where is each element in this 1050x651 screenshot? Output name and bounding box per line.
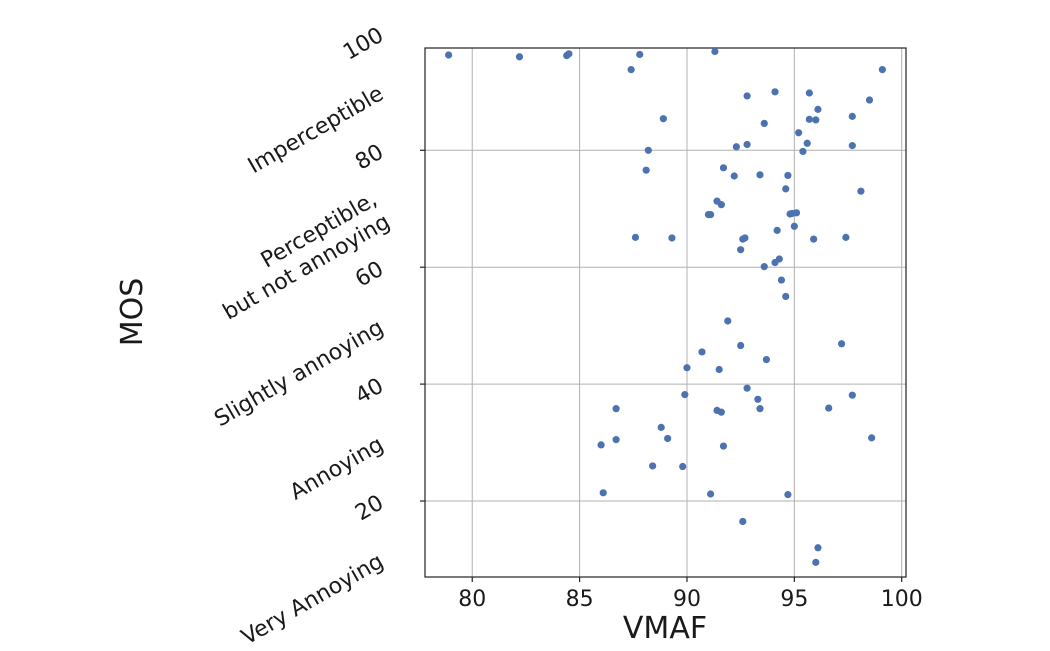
plot-frame — [424, 47, 907, 578]
data-point — [805, 89, 813, 97]
data-point — [612, 436, 620, 444]
data-point — [814, 105, 822, 113]
data-point — [788, 209, 796, 218]
y-tick-label: Slightly annoying — [210, 315, 388, 432]
data-point — [771, 88, 779, 96]
data-point — [706, 490, 715, 498]
data-point — [732, 143, 740, 151]
data-point — [565, 50, 573, 58]
data-point — [737, 246, 745, 254]
x-tick-label: 100 — [881, 587, 923, 612]
data-point — [719, 442, 728, 450]
data-point — [711, 47, 719, 56]
data-point — [642, 166, 650, 174]
y-tick-label: Perceptible,but not annoying — [206, 187, 395, 325]
data-point — [739, 517, 747, 526]
data-point — [698, 348, 706, 356]
y-tick-label: 100 — [339, 23, 388, 66]
data-point — [756, 171, 764, 179]
data-point — [760, 263, 768, 271]
y-tick-label: Very Annoying — [237, 549, 388, 650]
data-point — [762, 355, 771, 364]
data-point — [825, 404, 833, 412]
data-point — [715, 365, 723, 374]
data-point — [771, 258, 779, 267]
y-tick-label: 20 — [351, 491, 388, 527]
data-point — [664, 434, 672, 443]
data-point — [681, 391, 689, 399]
data-point — [754, 395, 762, 403]
data-point — [868, 434, 876, 442]
data-point — [724, 317, 732, 325]
grid-lines — [425, 48, 906, 577]
data-point — [743, 140, 751, 149]
data-point — [848, 112, 856, 120]
data-point — [706, 210, 715, 219]
data-point — [515, 53, 524, 61]
data-point — [644, 146, 652, 154]
data-point — [668, 234, 676, 242]
data-point — [814, 544, 822, 552]
data-point — [773, 226, 781, 234]
data-point — [848, 391, 856, 399]
data-point — [756, 405, 764, 413]
data-point — [784, 490, 792, 499]
data-point — [782, 185, 790, 193]
data-point — [717, 408, 725, 416]
data-point — [857, 187, 865, 195]
data-point — [803, 139, 811, 147]
data-point — [812, 558, 820, 566]
data-point — [782, 292, 790, 301]
data-point — [679, 462, 687, 471]
y-tick-label: 80 — [351, 140, 388, 176]
data-point — [612, 405, 620, 413]
x-axis-ticks: 80 85 90 95 100 — [458, 577, 923, 612]
data-point — [739, 235, 747, 243]
data-point — [812, 116, 820, 124]
data-point — [599, 489, 607, 497]
y-tick-label: 40 — [351, 374, 388, 410]
data-point — [842, 233, 850, 241]
data-point — [805, 115, 813, 123]
x-tick-label: 85 — [566, 587, 594, 612]
data-point — [659, 115, 667, 123]
data-point — [649, 462, 657, 470]
data-point — [810, 235, 818, 243]
data-point — [795, 129, 803, 137]
data-point — [878, 66, 886, 74]
data-point — [743, 384, 751, 392]
x-tick-label: 80 — [458, 587, 486, 612]
data-point — [760, 119, 768, 128]
data-point — [743, 92, 751, 100]
data-point — [837, 340, 846, 348]
data-point — [865, 96, 874, 104]
data-point — [627, 66, 635, 74]
data-point — [597, 441, 605, 449]
data-point — [719, 164, 728, 172]
y-axis-label: MOS — [115, 278, 150, 347]
x-tick-label: 95 — [780, 587, 808, 612]
data-point — [445, 51, 453, 59]
data-point — [683, 364, 691, 372]
data-point — [717, 201, 725, 209]
data-point — [784, 171, 792, 180]
data-point — [631, 233, 640, 241]
data-points — [445, 47, 886, 566]
data-point — [636, 50, 644, 59]
data-point — [730, 172, 738, 180]
data-point — [848, 142, 856, 150]
x-axis-label: VMAF — [623, 611, 707, 646]
data-point — [799, 147, 807, 156]
y-tick-label: 60 — [351, 257, 388, 293]
x-tick-label: 90 — [673, 587, 701, 612]
data-point — [737, 341, 745, 350]
data-point — [777, 276, 786, 284]
data-point — [657, 423, 665, 431]
data-point — [790, 222, 798, 230]
